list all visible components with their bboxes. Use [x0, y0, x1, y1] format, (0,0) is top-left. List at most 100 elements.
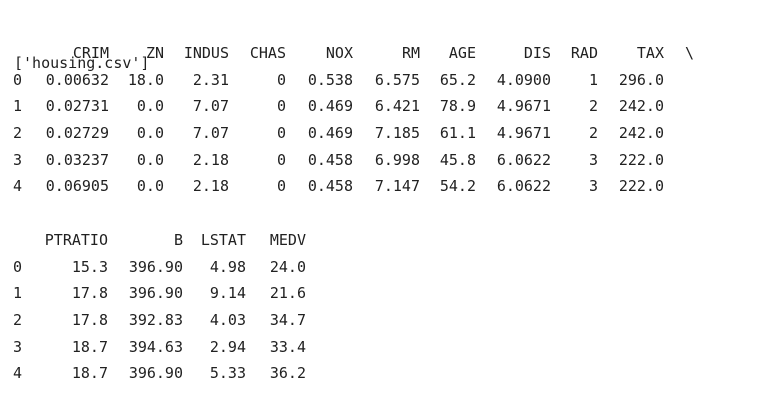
table-cell: 392.83 [128, 311, 183, 330]
table-cell: 65.2 [439, 70, 476, 89]
table-cell: 0 [276, 177, 286, 196]
table-cell: 0.0 [136, 97, 164, 116]
table-cell: 396.90 [128, 284, 183, 303]
table-cell: 4.9671 [496, 97, 551, 116]
table-cell: 17.8 [71, 284, 108, 303]
table-row: 4 18.7 396.90 5.33 36.2 [12, 360, 414, 387]
table-cell: 4.03 [209, 311, 246, 330]
table-cell: 242.0 [618, 97, 664, 116]
line-continuation: \ [684, 44, 694, 62]
column-header: RM [401, 44, 420, 62]
table-cell: 394.63 [128, 337, 183, 356]
table-cell: 4.9671 [496, 124, 551, 143]
cell-output: ['housing.csv'] [14, 14, 149, 95]
table-cell: 5.33 [209, 364, 246, 383]
table-cell: 2 [588, 124, 598, 143]
table-cell: 17.8 [71, 311, 108, 330]
table-cell: 4.98 [209, 257, 246, 276]
table-cell: 2.31 [192, 70, 229, 89]
table-row: 3 0.03237 0.0 2.18 0 0.458 6.998 45.8 6.0622 3 222… [12, 147, 754, 174]
table-cell: 15.3 [71, 257, 108, 276]
table-cell: 7.147 [374, 177, 420, 196]
table-cell: 21.6 [269, 284, 306, 303]
table-cell: 3 [588, 150, 598, 169]
table-cell: 0.06905 [45, 177, 109, 196]
table-row: 0 0.00632 18.0 2.31 0 0.538 6.575 65.2 4.0900 1 29… [12, 67, 754, 94]
row-index: 1 [12, 284, 22, 303]
table-row: 1 0.02731 0.0 7.07 0 0.469 6.421 78.9 4.9671 2 242… [13, 93, 754, 120]
table-cell: 7.07 [192, 97, 229, 116]
table-cell: 6.421 [374, 97, 420, 116]
table-header-row: PTRATIO B LSTAT MEDV [14, 227, 414, 254]
table-cell: 7.07 [192, 124, 229, 143]
table-cell: 2 [588, 97, 598, 116]
table-cell: 0.538 [307, 70, 353, 89]
table-cell: 0.02731 [45, 97, 109, 116]
table-cell: 6.0622 [496, 150, 551, 169]
table-cell: 54.2 [439, 177, 476, 196]
row-index: 0 [12, 257, 22, 276]
table-cell: 7.185 [374, 124, 420, 143]
column-header: ZN [145, 44, 164, 62]
dataframe-part-1: CRIM ZN INDUS CHAS NOX RM AGE DIS RAD TAX \ 0 0.0063… [12, 40, 754, 200]
row-index: 3 [12, 337, 22, 356]
table-cell: 0.0 [136, 150, 164, 169]
table-cell: 2.18 [192, 177, 229, 196]
table-cell: 0.0 [136, 177, 164, 196]
dataframe-part-2: PTRATIO B LSTAT MEDV 0 15.3 396.90 4.98 24.0 1 17.… [12, 227, 414, 387]
table-cell: 61.1 [439, 124, 476, 143]
row-index: 4 [12, 177, 22, 196]
column-header: INDUS [183, 44, 229, 62]
table-row: 3 18.7 394.63 2.94 33.4 [12, 334, 414, 361]
column-header: CRIM [72, 44, 109, 62]
table-cell: 242.0 [618, 124, 664, 143]
column-header: AGE [448, 44, 476, 62]
column-header: CHAS [249, 44, 286, 62]
table-row: 2 17.8 392.83 4.03 34.7 [12, 307, 414, 334]
file-list-line: ['housing.csv'] [14, 54, 150, 72]
row-index: 0 [12, 70, 22, 89]
table-row: 1 17.8 396.90 9.14 21.6 [12, 280, 414, 307]
table-cell: 0 [276, 97, 286, 116]
table-cell: 18.7 [71, 364, 108, 383]
table-cell: 0.458 [307, 150, 353, 169]
table-row: 2 0.02729 0.0 7.07 0 0.469 7.185 61.1 4.9671 2 242… [12, 120, 754, 147]
table-cell: 0.458 [307, 177, 353, 196]
row-index: 2 [12, 311, 22, 330]
column-header: B [173, 231, 183, 249]
column-header: MEDV [269, 231, 306, 249]
column-header: PTRATIO [44, 231, 108, 249]
table-cell: 296.0 [618, 70, 664, 89]
row-index: 2 [12, 124, 22, 143]
table-cell: 4.0900 [496, 70, 551, 89]
table-cell: 34.7 [269, 311, 306, 330]
table-header-row: CRIM ZN INDUS CHAS NOX RM AGE DIS RAD TAX \ [14, 40, 754, 67]
table-cell: 24.0 [269, 257, 306, 276]
table-cell: 18.0 [127, 70, 164, 89]
table-cell: 36.2 [269, 364, 306, 383]
table-cell: 2.18 [192, 150, 229, 169]
table-row: 4 0.06905 0.0 2.18 0 0.458 7.147 54.2 6.0622 3 222… [12, 173, 754, 200]
table-cell: 396.90 [128, 257, 183, 276]
table-cell: 9.14 [209, 284, 246, 303]
table-cell: 0.469 [307, 124, 353, 143]
table-cell: 78.9 [439, 97, 476, 116]
table-cell: 6.998 [374, 150, 420, 169]
table-cell: 0.0 [136, 124, 164, 143]
table-cell: 45.8 [439, 150, 476, 169]
table-cell: 0 [276, 150, 286, 169]
table-cell: 1 [588, 70, 598, 89]
table-cell: 0.469 [307, 97, 353, 116]
table-cell: 0.02729 [45, 124, 109, 143]
column-header: NOX [325, 44, 353, 62]
table-cell: 3 [588, 177, 598, 196]
column-header: DIS [523, 44, 551, 62]
row-index: 4 [12, 364, 22, 383]
table-cell: 6.575 [374, 70, 420, 89]
table-cell: 0.03237 [45, 150, 109, 169]
table-row: 0 15.3 396.90 4.98 24.0 [12, 254, 414, 281]
row-index: 3 [12, 150, 22, 169]
table-cell: 0 [276, 70, 286, 89]
column-header: RAD [570, 44, 598, 62]
column-header: LSTAT [200, 231, 246, 249]
